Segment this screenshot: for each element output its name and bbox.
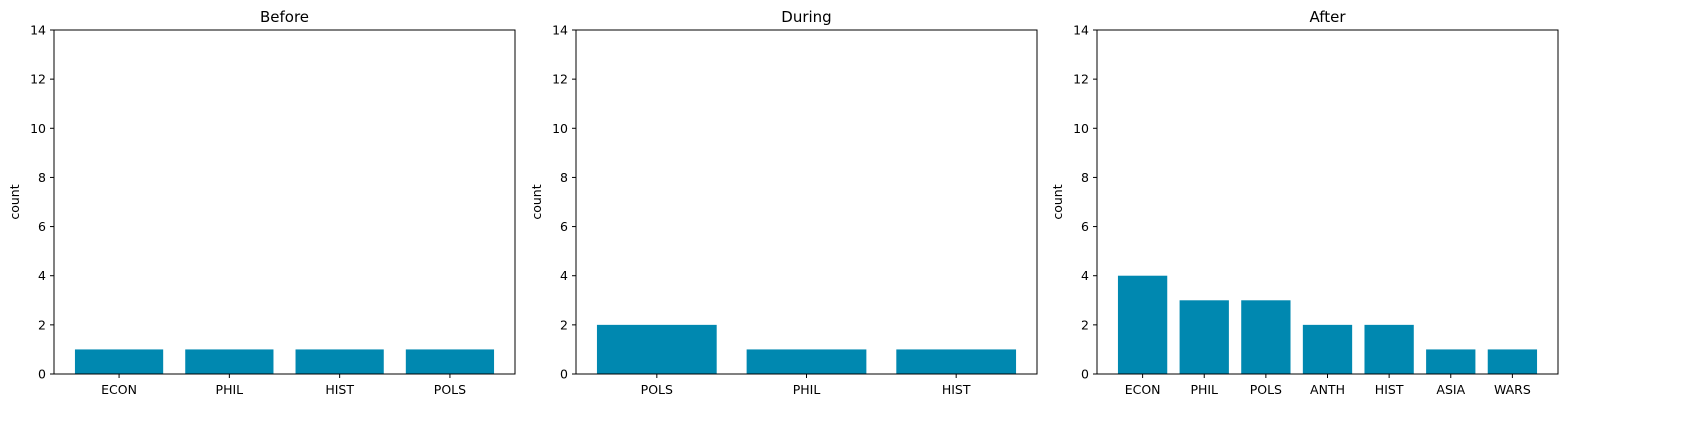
- bar-phil: [185, 349, 274, 374]
- y-tick-label: 8: [560, 170, 568, 185]
- y-tick-label: 12: [552, 72, 568, 87]
- y-tick-label: 6: [560, 219, 568, 234]
- y-tick-label: 4: [1081, 268, 1089, 283]
- x-tick-label: ASIA: [1436, 382, 1465, 397]
- x-tick-label: POLS: [641, 382, 673, 397]
- bar-asia: [1426, 349, 1476, 374]
- y-tick-label: 0: [560, 367, 568, 382]
- y-tick-label: 10: [1073, 121, 1089, 136]
- x-tick-label: POLS: [434, 382, 466, 397]
- subplot-3: 0 2 4 6 8 10 12 14 ECON PHIL POLS ANTH HIST ASIA WARS A…: [1050, 8, 1559, 397]
- bar-pols: [1241, 300, 1291, 374]
- bar-phil: [746, 349, 867, 374]
- bar-wars: [1487, 349, 1538, 374]
- x-tick-label: ECON: [1125, 382, 1161, 397]
- y-tick-label: 4: [560, 268, 568, 283]
- y-tick-label: 10: [30, 121, 46, 136]
- bar-econ: [74, 349, 164, 374]
- y-tick-label: 6: [1081, 219, 1089, 234]
- y-tick-label: 14: [1073, 23, 1089, 38]
- chart-title: After: [1309, 8, 1346, 26]
- y-tick-label: 14: [552, 23, 568, 38]
- y-axis-label: count: [529, 184, 544, 219]
- bar-phil: [1179, 300, 1229, 374]
- y-axis-label: count: [7, 184, 22, 219]
- x-tick-label: PHIL: [216, 382, 244, 397]
- y-tick-label: 2: [1081, 317, 1089, 332]
- x-tick-label: HIST: [942, 382, 971, 397]
- y-tick-label: 4: [38, 268, 46, 283]
- x-tick-label: HIST: [1375, 382, 1404, 397]
- y-tick-label: 0: [38, 367, 46, 382]
- y-tick-label: 2: [560, 317, 568, 332]
- y-tick-label: 8: [1081, 170, 1089, 185]
- y-tick-label: 2: [38, 317, 46, 332]
- bar-hist: [896, 349, 1017, 374]
- bar-econ: [1117, 275, 1168, 374]
- y-axis-label: count: [1050, 184, 1065, 219]
- y-tick-label: 6: [38, 219, 46, 234]
- bar-anth: [1302, 324, 1353, 374]
- y-tick-label: 12: [1073, 72, 1089, 87]
- x-tick-label: ECON: [101, 382, 137, 397]
- x-tick-label: POLS: [1250, 382, 1282, 397]
- x-tick-label: PHIL: [1190, 382, 1218, 397]
- x-tick-label: ANTH: [1310, 382, 1345, 397]
- x-tick-label: HIST: [325, 382, 354, 397]
- y-tick-label: 8: [38, 170, 46, 185]
- axes-frame: [575, 29, 1038, 375]
- bar-hist: [1364, 324, 1414, 374]
- chart-title: During: [781, 8, 831, 26]
- axes-frame: [53, 29, 516, 375]
- y-tick-label: 10: [552, 121, 568, 136]
- y-tick-label: 0: [1081, 367, 1089, 382]
- subplot-1: 0 2 4 6 8 10 12 14 ECON PHIL HIST POLS Before count: [7, 8, 516, 397]
- bar-pols: [405, 349, 495, 374]
- y-tick-label: 12: [30, 72, 46, 87]
- x-tick-label: PHIL: [793, 382, 821, 397]
- chart-title: Before: [260, 8, 309, 26]
- x-tick-label: WARS: [1494, 382, 1531, 397]
- subplot-2: 0 2 4 6 8 10 12 14 POLS PHIL HIST During count: [529, 8, 1038, 397]
- y-tick-label: 14: [30, 23, 46, 38]
- bar-hist: [295, 349, 384, 374]
- bar-pols: [596, 324, 717, 374]
